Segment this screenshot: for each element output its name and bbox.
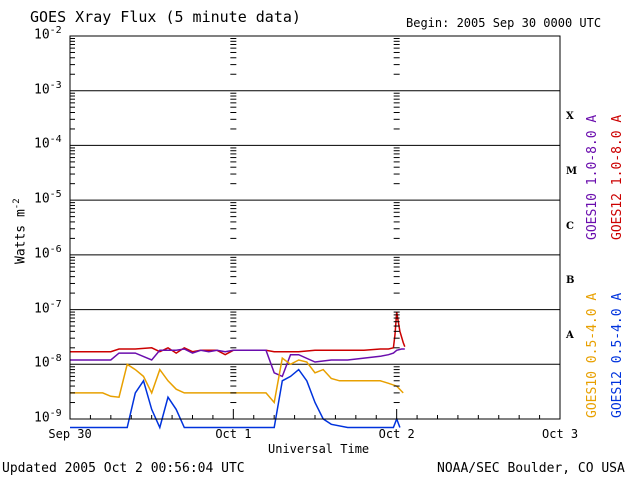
y-tick-base: 10 bbox=[34, 136, 50, 152]
series-line bbox=[70, 368, 401, 430]
y-tick-base: 10 bbox=[34, 300, 50, 316]
tick-layer bbox=[69, 38, 561, 419]
y-tick-label: 10-2 bbox=[34, 25, 62, 43]
y-tick-exponent: -6 bbox=[49, 243, 62, 255]
y-tick-exponent: -2 bbox=[49, 25, 62, 36]
x-tick-label: Oct 1 bbox=[215, 427, 252, 441]
y-tick-base: 10 bbox=[34, 355, 50, 371]
y-tick-exponent: -9 bbox=[49, 408, 62, 419]
y-tick-label: 10-5 bbox=[34, 189, 62, 207]
begin-label: Begin: 2005 Sep 30 0000 UTC bbox=[406, 16, 602, 30]
y-tick-base: 10 bbox=[34, 410, 50, 426]
y-tick-label: 10-8 bbox=[34, 353, 62, 371]
flare-class-label: B bbox=[566, 275, 575, 287]
y-tick-base: 10 bbox=[34, 82, 50, 98]
legend-goes10-long: GOES10 1.0-8.0 A bbox=[585, 114, 600, 240]
flare-class-label: M bbox=[566, 165, 578, 177]
y-axis-label-sup: -2 bbox=[12, 198, 22, 210]
updated-timestamp: Updated 2005 Oct 2 00:56:04 UTC bbox=[2, 461, 245, 476]
y-tick-exponent: -7 bbox=[49, 298, 62, 310]
legend-goes10-short: GOES10 0.5-4.0 A bbox=[585, 292, 600, 418]
y-tick-exponent: -4 bbox=[49, 134, 62, 146]
series-layer bbox=[70, 311, 406, 430]
flare-class-label: C bbox=[566, 220, 574, 232]
chart-title: GOES Xray Flux (5 minute data) bbox=[30, 8, 301, 26]
credit-label: NOAA/SEC Boulder, CO USA bbox=[437, 461, 625, 476]
x-tick-label: Oct 3 bbox=[542, 427, 579, 441]
y-tick-label: 10-6 bbox=[34, 243, 62, 262]
y-tick-label: 10-4 bbox=[34, 134, 62, 152]
y-tick-base: 10 bbox=[34, 27, 50, 43]
legend-goes12-short: GOES12 0.5-4.0 A bbox=[610, 292, 625, 418]
x-tick-label: Sep 30 bbox=[48, 427, 92, 441]
y-tick-base: 10 bbox=[34, 191, 50, 207]
y-tick-label: 10-7 bbox=[34, 298, 62, 316]
y-tick-exponent: -5 bbox=[49, 189, 62, 201]
legend-goes12-long: GOES12 1.0-8.0 A bbox=[610, 114, 625, 240]
series-line bbox=[70, 311, 406, 356]
series-line bbox=[70, 356, 404, 405]
y-tick-base: 10 bbox=[34, 246, 50, 262]
y-tick-label: 10-3 bbox=[34, 79, 62, 98]
flare-class-label: X bbox=[566, 111, 574, 123]
y-axis-label: Watts m-2 bbox=[12, 198, 28, 264]
y-axis-label-main: Watts m bbox=[13, 209, 29, 264]
y-tick-label: 10-9 bbox=[34, 408, 62, 426]
grid-layer bbox=[70, 90, 560, 365]
y-tick-exponent: -3 bbox=[49, 79, 62, 91]
y-tick-exponent: -8 bbox=[49, 353, 62, 365]
series-line bbox=[70, 348, 405, 378]
x-axis-label: Universal Time bbox=[268, 442, 370, 456]
flare-class-label: A bbox=[566, 329, 574, 341]
x-tick-label: Oct 2 bbox=[378, 427, 415, 441]
